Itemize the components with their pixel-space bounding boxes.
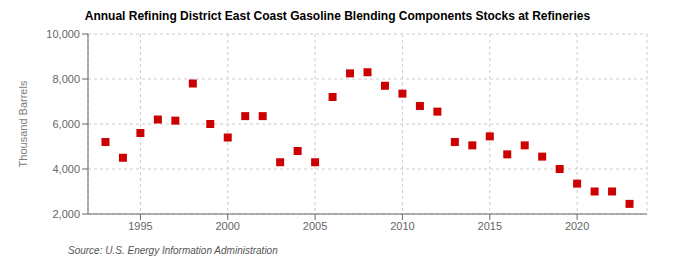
- svg-text:8,000: 8,000: [52, 73, 80, 85]
- svg-text:6,000: 6,000: [52, 118, 80, 130]
- svg-text:2010: 2010: [390, 220, 414, 232]
- svg-text:2,000: 2,000: [52, 208, 80, 220]
- html-text:Source: U.S. Energy Informatio: Source: U.S. Energy Information Administ…: [68, 245, 278, 256]
- svg-text:2005: 2005: [303, 220, 327, 232]
- svg-text:2000: 2000: [216, 220, 240, 232]
- svg-text:1995: 1995: [128, 220, 152, 232]
- svg-text:2015: 2015: [478, 220, 502, 232]
- svg-text:4,000: 4,000: [52, 163, 80, 175]
- html-text:Annual Refining District East: Annual Refining District East Coast Gaso…: [84, 9, 591, 23]
- svg-text:10,000: 10,000: [46, 28, 80, 40]
- svg-text:2020: 2020: [565, 220, 589, 232]
- svg-text:Thousand Barrels: Thousand Barrels: [17, 80, 29, 167]
